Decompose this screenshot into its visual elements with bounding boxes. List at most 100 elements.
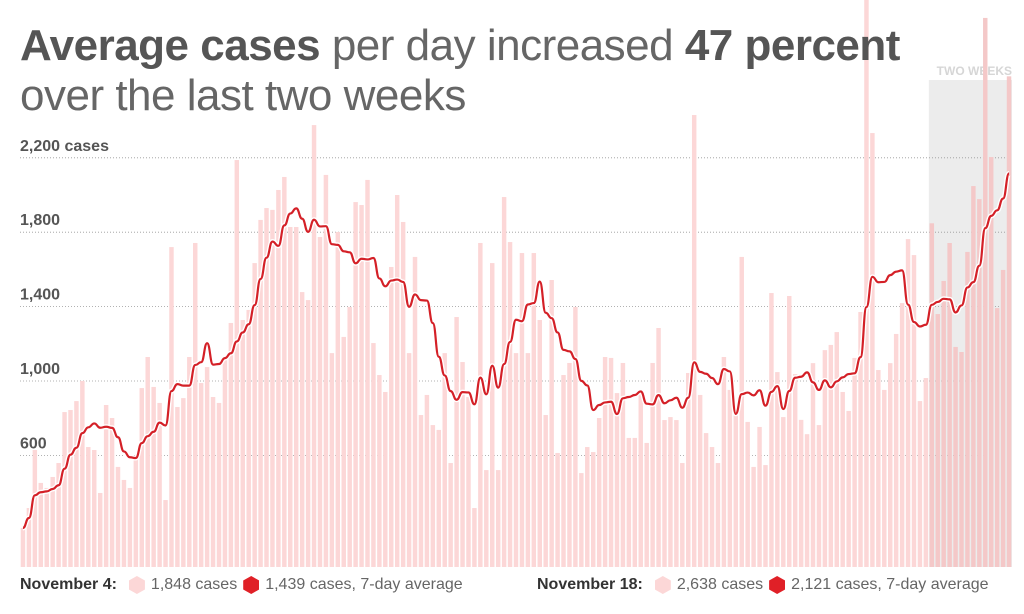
daily-bar [92,450,97,567]
daily-bar [193,242,198,567]
daily-bar [454,317,459,567]
daily-bar [573,306,578,567]
daily-bar [994,308,1000,567]
legend-nov4: November 4: 1,848 cases 1,439 cases, 7-d… [20,576,463,594]
daily-bar [579,473,584,567]
daily-bar [169,247,174,567]
daily-bar [151,386,156,567]
daily-bar [198,383,204,567]
daily-bar [1000,269,1006,567]
daily-bar [953,346,958,567]
daily-bar [80,381,85,567]
daily-bar [763,465,768,567]
daily-bar [436,429,442,567]
legend-date: November 4: [20,576,117,593]
daily-bar [341,336,346,567]
daily-bar [424,394,430,567]
daily-bar [484,470,489,567]
title-line2-text: over the last two weeks [20,71,466,120]
daily-bar [472,508,477,567]
daily-bar [745,421,750,567]
daily-bar [204,367,210,567]
daily-bar [792,374,798,567]
daily-bar [715,463,721,567]
daily-bar [175,407,180,567]
daily-bar [377,375,382,567]
daily-bar [501,197,507,567]
daily-bar [133,455,139,567]
daily-bar [418,415,424,567]
daily-bar [157,402,162,567]
daily-bar [822,350,828,567]
daily-bar [608,357,614,567]
daily-bar [317,237,323,567]
daily-bar [115,466,121,567]
daily-bar [899,303,905,567]
daily-bar [662,420,667,567]
daily-bar [121,479,127,567]
daily-bar [365,179,370,567]
chart-title-line2: over the last two weeks [20,72,466,120]
daily-bar [145,357,150,567]
daily-bar [394,195,400,567]
legend-nov18: November 18: 2,638 cases 2,121 cases, 7-… [537,576,989,594]
daily-bar [222,357,228,567]
daily-bar [846,410,851,567]
daily-bar [905,239,911,567]
daily-bar [620,362,626,567]
daily-bar [585,447,590,567]
daily-hexagon-icon [654,576,671,594]
daily-bar [210,396,216,567]
daily-bar [323,174,329,568]
y-tick-label: 1,400 [20,287,60,304]
daily-bar [389,266,394,567]
daily-bar [543,415,548,567]
daily-bar [893,333,899,567]
daily-bar [252,263,257,567]
daily-bar [798,419,804,567]
daily-bar [602,357,608,567]
daily-bar [507,242,513,568]
daily-bar [864,0,869,567]
daily-bar [751,466,756,567]
daily-bar [293,226,299,567]
daily-bar [246,309,251,567]
daily-bar [555,452,560,567]
daily-bar [775,372,780,567]
daily-bar [525,353,531,567]
daily-bar [442,353,447,567]
daily-bar [258,219,263,567]
daily-bar [721,357,727,567]
average-hexagon-icon [243,576,260,594]
daily-bar [50,476,55,567]
daily-bar [590,452,596,567]
daily-bar [983,17,988,568]
daily-bar [828,344,834,567]
daily-bar [495,470,501,567]
daily-bar [644,442,649,567]
daily-bar [139,388,144,567]
daily-bar [264,208,269,567]
daily-bar [632,437,638,567]
daily-bar [74,401,79,567]
legend-average: 1,439 cases, 7-day average [265,576,463,593]
daily-bar [109,418,115,567]
daily-bar [478,242,483,567]
y-tick-label: 600 [20,435,47,452]
daily-bar [460,362,465,567]
daily-bar [852,357,857,567]
daily-bar [270,209,275,567]
average-hexagon-icon [769,576,786,594]
daily-bar [537,319,542,567]
daily-bar [62,412,67,567]
daily-bar [787,295,792,567]
daily-bar [20,527,26,567]
daily-bar [988,157,994,567]
daily-bar [38,482,44,567]
legend-date: November 18: [537,576,643,593]
daily-bar [888,363,893,567]
daily-bar [519,253,525,568]
daily-bar [412,256,418,567]
daily-bar [127,487,133,567]
